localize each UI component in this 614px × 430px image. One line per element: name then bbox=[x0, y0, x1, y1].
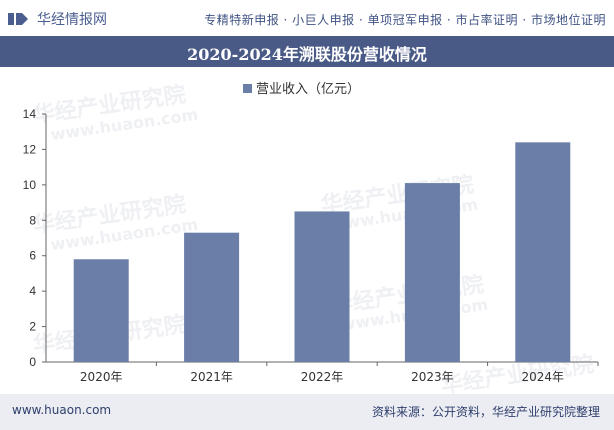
top-bar: 华经情报网 专精特新申报 · 小巨人申报 · 单项冠军申报 · 市占率证明 · … bbox=[0, 0, 614, 36]
legend-label: 营业收入（亿元） bbox=[256, 82, 360, 97]
y-tick-label: 6 bbox=[29, 249, 36, 263]
bar bbox=[184, 232, 240, 362]
x-tick-label: 2022年 bbox=[301, 370, 344, 384]
y-tick-label: 14 bbox=[23, 107, 37, 121]
y-tick-label: 12 bbox=[23, 142, 37, 156]
legend-swatch bbox=[243, 84, 252, 93]
chart-area: 华经产业研究院 www.huaon.com 华经产业研究院 www.huaon.… bbox=[0, 67, 614, 399]
logo-icon bbox=[8, 13, 28, 25]
bar bbox=[404, 183, 460, 362]
x-tick-label: 2020年 bbox=[80, 370, 123, 384]
logo-text[interactable]: 华经情报网 bbox=[37, 12, 107, 28]
y-tick-label: 2 bbox=[29, 320, 36, 334]
x-tick-label: 2023年 bbox=[411, 370, 454, 384]
footer: www.huaon.com 资料来源：公开资料，华经产业研究院整理 bbox=[0, 394, 614, 430]
x-tick-label: 2024年 bbox=[522, 370, 565, 384]
x-tick-label: 2021年 bbox=[190, 370, 233, 384]
bar bbox=[294, 211, 350, 362]
chart-title: 2020-2024年溯联股份营收情况 bbox=[187, 45, 427, 64]
footer-url[interactable]: www.huaon.com bbox=[12, 403, 112, 417]
title-bar: 2020-2024年溯联股份营收情况 bbox=[0, 36, 614, 67]
bar-chart: 营业收入（亿元） 0 2 4 6 8 10 12 14 2020年 2021年 2022年 2023年 2… bbox=[23, 82, 599, 384]
y-tick-label: 0 bbox=[29, 355, 36, 369]
y-tick-label: 4 bbox=[29, 284, 36, 298]
bar bbox=[515, 142, 571, 362]
y-tick-label: 10 bbox=[23, 178, 37, 192]
bar bbox=[73, 259, 129, 362]
service-tags[interactable]: 专精特新申报 · 小巨人申报 · 单项冠军申报 · 市占率证明 · 市场地位证明 bbox=[204, 13, 606, 27]
y-tick-label: 8 bbox=[29, 213, 36, 227]
footer-source: 资料来源：公开资料，华经产业研究院整理 bbox=[371, 405, 600, 419]
